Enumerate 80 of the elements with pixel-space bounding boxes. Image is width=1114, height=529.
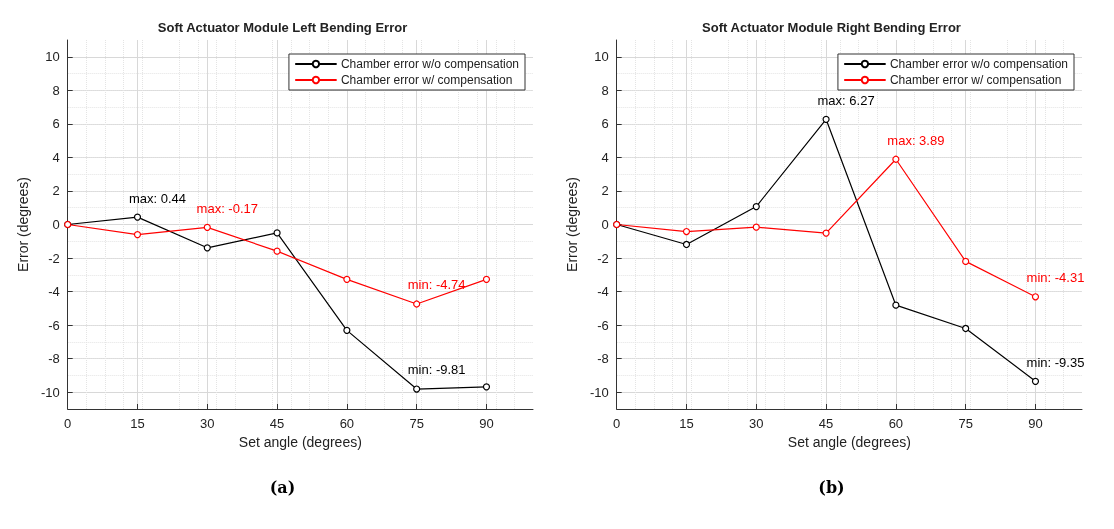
x-tick-label: 30: [749, 416, 764, 431]
y-tick-label: -6: [48, 317, 60, 333]
y-tick-label: 0: [52, 217, 60, 232]
y-tick-label: -10: [40, 384, 60, 400]
x-tick-label: 60: [888, 416, 904, 431]
x-tick-label: 90: [479, 416, 494, 431]
y-tick-label: -2: [597, 250, 609, 266]
y-tick-label: -8: [48, 351, 60, 367]
annotation: max: 0.44: [128, 190, 187, 206]
text: (b): [817, 478, 846, 497]
x-tick-label: 15: [679, 416, 694, 431]
x-tick-label: 90: [1028, 416, 1043, 431]
chart-title: Soft Actuator Module Left Bending Error: [157, 20, 408, 35]
point: [822, 229, 830, 237]
annotation: min: -4.74: [407, 277, 466, 293]
x-axis-title: Set angle (degrees): [787, 433, 911, 450]
x-tick-label: 75: [409, 416, 424, 431]
y-tick-label: 10: [45, 49, 60, 65]
point: [752, 223, 760, 231]
y-axis-title: Error (degrees): [564, 177, 580, 272]
legend-label: Chamber error w/ compensation: [340, 73, 513, 87]
y-axis-title: Error (degrees): [15, 177, 31, 272]
x-tick-label: 60: [339, 416, 355, 431]
y-tick-label: 2: [52, 183, 60, 199]
x-tick-label: 0: [613, 416, 621, 431]
legend-label: Chamber error w/ compensation: [889, 73, 1062, 87]
point: [203, 223, 211, 231]
y-tick-label: 10: [594, 49, 609, 65]
annotation: min: -9.81: [407, 362, 466, 378]
annotation: min: -4.31: [1026, 270, 1085, 286]
point: [682, 240, 691, 249]
point: [892, 301, 900, 309]
text: (a): [268, 478, 297, 497]
x-tick-label: 75: [958, 416, 973, 431]
point: [822, 115, 830, 123]
x-tick-label: 0: [64, 416, 72, 431]
point: [273, 229, 281, 237]
y-tick-label: 6: [601, 116, 609, 132]
point: [133, 213, 142, 221]
chart-title: Soft Actuator Module Right Bending Error: [702, 20, 961, 35]
point: [273, 247, 281, 255]
point: [413, 300, 421, 308]
x-axis-title: Set angle (degrees): [238, 433, 362, 450]
y-tick-label: 8: [601, 82, 609, 98]
point: [962, 324, 970, 333]
y-tick-label: -10: [589, 384, 609, 400]
y-tick-label: -4: [48, 284, 60, 300]
point: [343, 275, 351, 283]
annotation: max: 3.89: [887, 132, 945, 148]
point: [482, 275, 491, 283]
legend-label: Chamber error w/o compensation: [889, 57, 1068, 71]
point: [892, 155, 900, 163]
point: [962, 257, 970, 265]
point: [343, 326, 351, 334]
x-tick-label: 30: [200, 416, 215, 431]
point: [752, 202, 760, 211]
point: [482, 383, 491, 391]
y-tick-label: 8: [52, 82, 60, 98]
y-tick-label: 4: [601, 149, 609, 165]
point: [1031, 377, 1040, 385]
point: [1031, 293, 1040, 301]
x-tick-label: 45: [269, 416, 285, 431]
legend-label: Chamber error w/o compensation: [340, 57, 519, 71]
y-tick-label: 2: [601, 183, 609, 199]
annotation: max: -0.17: [196, 200, 258, 216]
x-tick-label: 45: [818, 416, 834, 431]
annotation: max: 6.27: [817, 92, 875, 108]
y-tick-label: 0: [601, 217, 609, 232]
y-tick-label: -4: [597, 284, 609, 300]
point: [413, 385, 421, 393]
x-tick-label: 15: [130, 416, 145, 431]
point: [133, 230, 142, 239]
y-tick-label: -8: [597, 351, 609, 367]
y-tick-label: -2: [48, 250, 60, 266]
y-tick-label: 6: [52, 116, 60, 132]
y-tick-label: -6: [597, 317, 609, 333]
point: [682, 227, 691, 236]
y-tick-label: 4: [52, 149, 60, 165]
annotation: min: -9.35: [1026, 354, 1085, 370]
point: [203, 244, 211, 252]
